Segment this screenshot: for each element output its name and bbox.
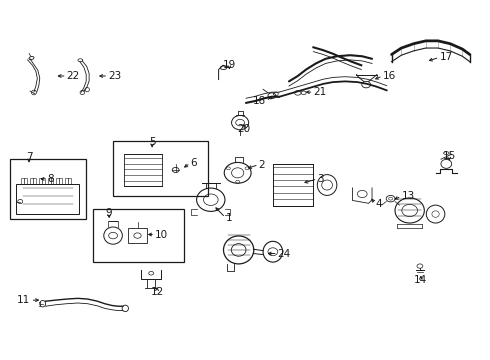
Text: 2: 2 [259, 159, 265, 170]
Text: 12: 12 [150, 287, 164, 297]
Text: 17: 17 [440, 52, 453, 62]
Text: 15: 15 [442, 151, 456, 161]
Bar [10, 159, 86, 220]
Bar [21, 178, 27, 184]
Text: 19: 19 [223, 59, 236, 69]
Bar [16, 184, 79, 214]
Text: 10: 10 [155, 230, 168, 239]
Text: 4: 4 [375, 199, 382, 209]
Text: 13: 13 [401, 191, 415, 201]
Text: 7: 7 [25, 152, 32, 162]
Text: 6: 6 [190, 158, 197, 168]
Bar [93, 210, 184, 262]
Text: 22: 22 [67, 71, 80, 81]
Text: 16: 16 [383, 71, 396, 81]
Text: 23: 23 [108, 71, 122, 81]
Bar [113, 140, 208, 196]
Text: 18: 18 [253, 96, 266, 106]
Bar [48, 178, 53, 184]
Text: 1: 1 [225, 213, 232, 222]
Text: 21: 21 [314, 87, 327, 97]
Text: 5: 5 [149, 138, 155, 147]
Bar [39, 178, 45, 184]
Bar [56, 178, 62, 184]
Text: 11: 11 [17, 295, 30, 305]
Bar [128, 228, 147, 243]
Text: 20: 20 [238, 124, 250, 134]
Text: 8: 8 [47, 174, 54, 184]
Text: 9: 9 [106, 208, 113, 219]
Text: 3: 3 [318, 174, 324, 184]
Bar [30, 178, 36, 184]
Bar [65, 178, 71, 184]
Text: 14: 14 [414, 275, 427, 285]
Text: 24: 24 [278, 248, 291, 258]
